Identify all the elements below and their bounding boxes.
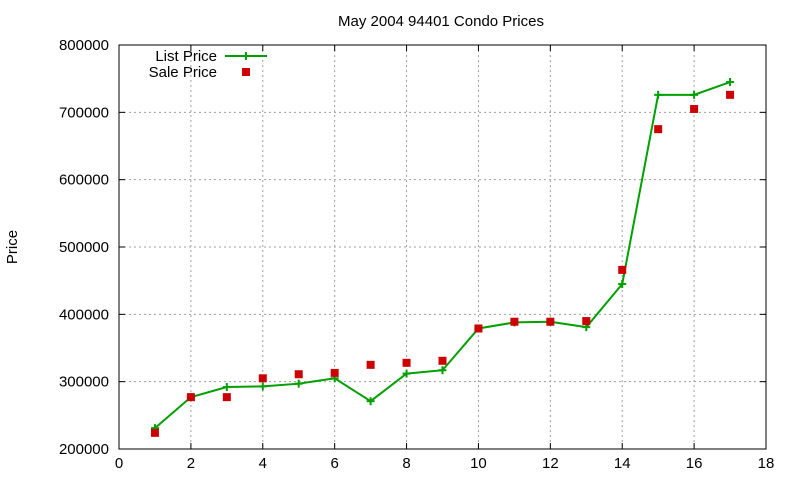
svg-text:Sale Price: Sale Price bbox=[149, 64, 217, 81]
x-tick-label: 18 bbox=[758, 455, 775, 472]
y-tick-label: 600000 bbox=[59, 172, 109, 189]
x-tick-label: 2 bbox=[187, 455, 195, 472]
y-tick-label: 400000 bbox=[59, 306, 109, 323]
grid-lines bbox=[119, 45, 766, 449]
x-tick-label: 4 bbox=[259, 455, 267, 472]
y-tick-label: 500000 bbox=[59, 239, 109, 256]
chart-title: May 2004 94401 Condo Prices bbox=[338, 13, 544, 30]
x-tick-label: 16 bbox=[686, 455, 703, 472]
y-tick-label: 800000 bbox=[59, 37, 109, 54]
svg-text:List Price: List Price bbox=[155, 48, 217, 65]
axis-ticks: 0 2 4 6 8 10 12 14 16 18 200000 300000 400000 500000 6… bbox=[59, 37, 774, 472]
x-tick-label: 0 bbox=[115, 455, 123, 472]
y-tick-label: 700000 bbox=[59, 104, 109, 121]
list-price-series bbox=[150, 78, 735, 433]
x-tick-label: 12 bbox=[542, 455, 559, 472]
y-tick-label: 200000 bbox=[59, 441, 109, 458]
x-tick-label: 14 bbox=[614, 455, 631, 472]
x-tick-label: 8 bbox=[402, 455, 410, 472]
legend-item: List Price bbox=[155, 48, 267, 65]
y-tick-label: 300000 bbox=[59, 374, 109, 391]
sale-price-series bbox=[150, 90, 735, 437]
plot-frame bbox=[118, 44, 767, 450]
x-tick-label: 10 bbox=[470, 455, 487, 472]
x-tick-label: 6 bbox=[330, 455, 338, 472]
legend-item: Sale Price bbox=[149, 64, 250, 81]
y-axis-label: Price bbox=[4, 230, 21, 264]
data-series bbox=[150, 78, 735, 437]
